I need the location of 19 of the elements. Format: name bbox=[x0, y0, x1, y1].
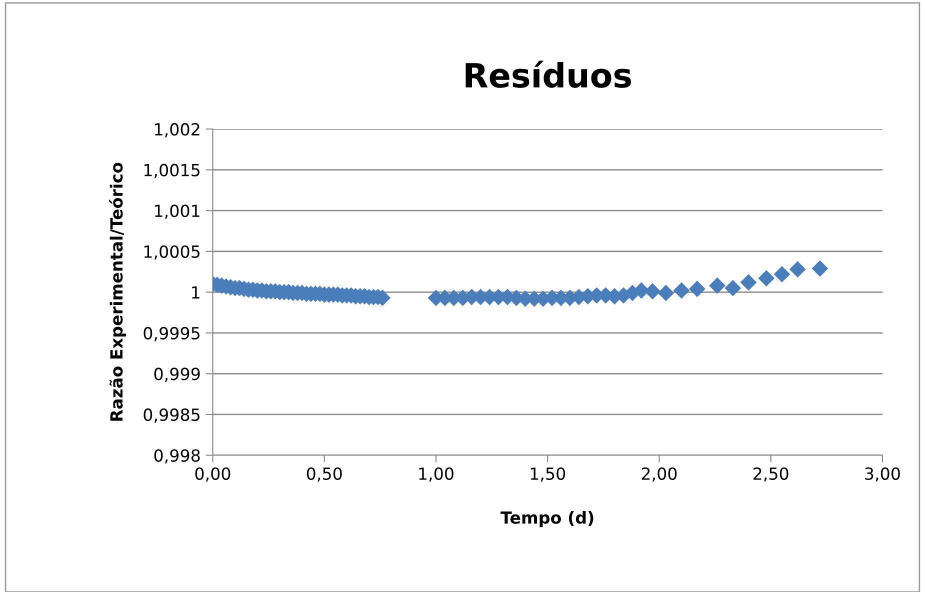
y-tick-label: 0,998 bbox=[154, 449, 200, 464]
chart-title: Resíduos bbox=[466, 60, 631, 88]
y-tick-label: 1 bbox=[192, 286, 200, 298]
y-tick-label: 1,002 bbox=[155, 123, 200, 138]
x-tick-label: 0,00 bbox=[195, 467, 230, 482]
y-tick-label: 0,999 bbox=[154, 368, 200, 382]
x-axis-title: Tempo (d) bbox=[500, 510, 594, 528]
y-axis-title: Razão Experimental/Teórico bbox=[109, 162, 126, 421]
y-tick-label: 0,9995 bbox=[144, 326, 200, 342]
y-tick-label: 1,0015 bbox=[144, 164, 200, 178]
x-tick-label: 3,00 bbox=[865, 467, 900, 482]
y-tick-label: 1,001 bbox=[155, 204, 200, 219]
x-tick-label: 1,50 bbox=[530, 467, 566, 482]
x-tick-label: 0,50 bbox=[306, 467, 342, 482]
x-tick-label: 2,50 bbox=[754, 467, 788, 482]
x-tick-label: 1,00 bbox=[419, 467, 454, 482]
x-tick-label: 2,00 bbox=[642, 467, 677, 482]
y-tick-label: 1,0005 bbox=[144, 245, 200, 260]
y-tick-label: 0,9985 bbox=[144, 408, 200, 423]
